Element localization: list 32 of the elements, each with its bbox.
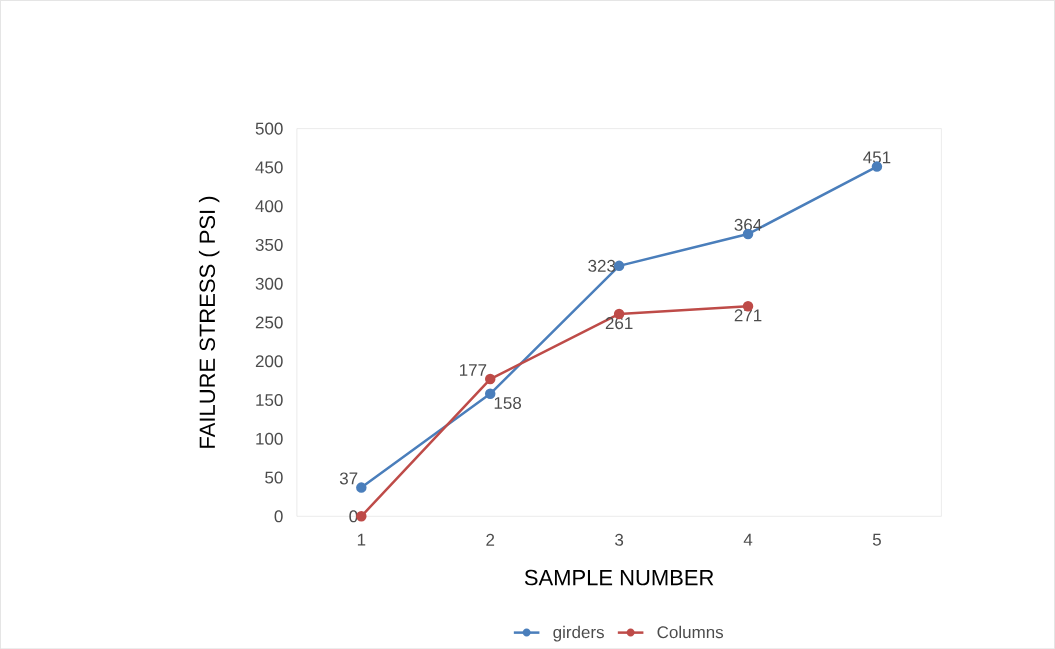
x-tick-label: 3 bbox=[615, 533, 624, 546]
data-label: 261 bbox=[605, 316, 633, 330]
data-label: 364 bbox=[734, 218, 762, 231]
y-tick-label: 50 bbox=[265, 471, 283, 484]
y-axis-title: FAILURE STRESS ( PSI ) bbox=[198, 196, 220, 448]
x-tick-label: 2 bbox=[486, 533, 495, 546]
y-tick-label: 0 bbox=[274, 510, 283, 523]
x-tick-label: 5 bbox=[872, 533, 881, 546]
data-label: 37 bbox=[339, 472, 358, 485]
point bbox=[356, 510, 367, 522]
y-tick-label: 300 bbox=[255, 277, 283, 290]
y-tick-label: 250 bbox=[255, 316, 283, 329]
point bbox=[356, 482, 367, 493]
point bbox=[484, 373, 496, 385]
data-label: 177 bbox=[459, 364, 487, 376]
x-tick-label: 1 bbox=[357, 533, 366, 546]
y-tick-label: 400 bbox=[255, 199, 283, 213]
x-axis-title: SAMPLE NUMBER bbox=[524, 569, 714, 586]
data-label: 451 bbox=[863, 151, 891, 164]
legend-label: Columns bbox=[657, 625, 724, 639]
legend-label: girders bbox=[553, 625, 604, 642]
y-tick-label: 150 bbox=[256, 393, 283, 406]
x-tick-label: 4 bbox=[743, 533, 753, 546]
y-tick-label: 500 bbox=[255, 122, 283, 135]
point bbox=[484, 388, 496, 399]
data-label: 158 bbox=[494, 396, 522, 409]
y-tick-label: 100 bbox=[256, 432, 283, 445]
data-label: 323 bbox=[588, 259, 616, 272]
y-tick-label: 350 bbox=[255, 238, 283, 251]
y-tick-label: 450 bbox=[255, 161, 283, 174]
data-label: 0 bbox=[349, 510, 358, 523]
y-tick-label: 200 bbox=[255, 355, 283, 368]
